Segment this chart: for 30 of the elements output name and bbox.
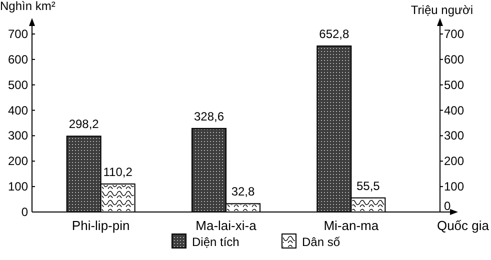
y2-axis-title: Triệu người — [410, 3, 474, 17]
y2-tick-label: 600 — [444, 52, 464, 66]
data-label: 328,6 — [194, 109, 224, 124]
y2-tick-label: 400 — [444, 103, 464, 118]
data-label: 298,2 — [68, 117, 100, 132]
y-tick-label: 100 — [8, 180, 28, 194]
y2-tick-label: 300 — [444, 128, 464, 143]
x-axis-title: Quốc gia — [436, 218, 490, 233]
y2-tick-label: 0 — [444, 199, 451, 213]
y2-tick-label: 200 — [444, 154, 464, 168]
y-tick-label: 500 — [8, 78, 28, 92]
x-tick-label: Ma-lai-xi-a — [196, 218, 258, 233]
y2-tick-label: 700 — [444, 27, 464, 41]
data-label: 110,2 — [103, 164, 133, 179]
y-axis-title: Nghìn km² — [0, 0, 56, 13]
data-label: 652,8 — [319, 27, 350, 41]
y-tick-label: 200 — [8, 154, 28, 168]
y-tick-label: 400 — [8, 103, 28, 118]
data-label: 32,8 — [231, 184, 255, 199]
y-tick-label: 300 — [8, 128, 28, 143]
y-tick-label: 600 — [8, 52, 28, 66]
legend-label: Diện tích — [192, 235, 240, 249]
x-tick-label: Phi-lip-pin — [72, 218, 130, 233]
x-tick-label: Mi-an-ma — [324, 218, 380, 233]
y-tick-label: 700 — [8, 27, 28, 41]
legend-label: Dân số — [302, 235, 340, 249]
data-label: 55,5 — [356, 178, 380, 193]
y2-tick-label: 100 — [444, 180, 464, 194]
y2-tick-label: 500 — [444, 78, 464, 92]
y-tick-label: 0 — [21, 205, 28, 219]
